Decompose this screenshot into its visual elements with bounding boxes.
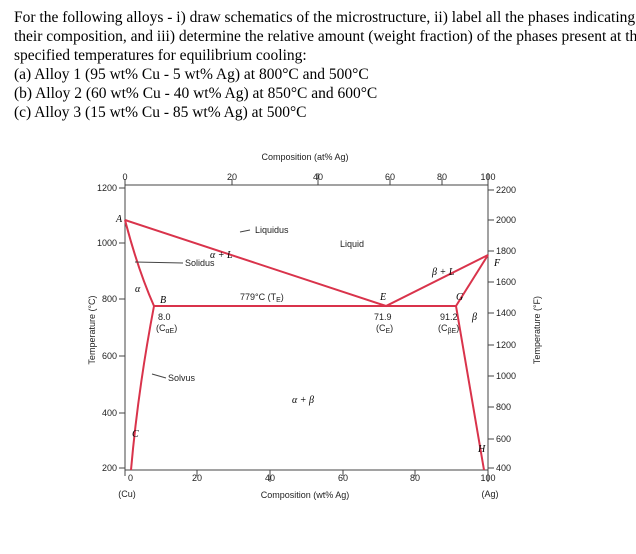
right-tick: 2000 xyxy=(496,215,516,225)
composition-label: (CβE) xyxy=(438,323,459,335)
solidus-beta xyxy=(455,254,489,307)
left-axis-title: Temperature (°C) xyxy=(87,295,97,364)
top-axis-title: Composition (at% Ag) xyxy=(261,152,348,162)
text: ) xyxy=(174,323,177,333)
left-tick: 1000 xyxy=(97,238,117,248)
question-line: For the following alloys - i) draw schem… xyxy=(14,9,635,26)
right-tick: 1000 xyxy=(496,371,516,381)
right-tick: 1200 xyxy=(496,340,516,350)
region-label: Liquidus xyxy=(255,225,289,235)
text: αE xyxy=(166,328,175,335)
left-tick: 600 xyxy=(102,351,117,361)
top-tick: 60 xyxy=(385,172,395,182)
left-tick: 1200 xyxy=(97,183,117,193)
solvus-beta xyxy=(455,305,485,471)
eutectic-label: 779°C (TE) xyxy=(240,292,284,304)
point-label: B xyxy=(160,295,166,306)
bottom-tick: 60 xyxy=(338,473,348,483)
region-label: α + L xyxy=(210,250,233,261)
question-line: (a) Alloy 1 (95 wt% Cu - 5 wt% Ag) at 80… xyxy=(14,66,369,83)
right-tick: 1600 xyxy=(496,277,516,287)
region-label: Liquid xyxy=(340,239,364,249)
right-tick: 800 xyxy=(496,402,511,412)
text: ) xyxy=(281,292,284,302)
composition-value: 71.9 xyxy=(374,312,392,322)
point-label: A xyxy=(115,214,123,225)
point-label: C xyxy=(132,429,139,440)
top-tick: 20 xyxy=(227,172,237,182)
leader-lines xyxy=(134,229,251,379)
point-label: F xyxy=(493,258,501,269)
text: βE xyxy=(448,328,457,335)
text: 779°C (T xyxy=(240,292,277,302)
left-tick: 400 xyxy=(102,408,117,418)
bottom-tick: 100 xyxy=(480,473,495,483)
plot-frame xyxy=(124,184,489,471)
phase-diagram: Composition (at% Ag) 0 20 40 60 80 100 C… xyxy=(87,152,542,500)
left-tick: 200 xyxy=(102,463,117,473)
region-label: Solvus xyxy=(168,373,196,383)
question-line: their composition, and iii) determine th… xyxy=(14,28,636,45)
solidus-line xyxy=(124,219,155,307)
ticks xyxy=(119,173,494,482)
text: (C xyxy=(438,323,448,333)
composition-value: 91.2 xyxy=(440,312,458,322)
point-label: G xyxy=(456,292,463,303)
top-tick: 40 xyxy=(313,172,323,182)
text: (C xyxy=(376,323,386,333)
composition-label: (CαE) xyxy=(156,323,177,335)
question: For the following alloys - i) draw schem… xyxy=(14,9,636,121)
text: ) xyxy=(390,323,393,333)
bottom-tick: 20 xyxy=(192,473,202,483)
question-line: (c) Alloy 3 (15 wt% Cu - 85 wt% Ag) at 5… xyxy=(14,104,307,121)
region-label: α xyxy=(135,284,141,295)
region-label: β + L xyxy=(431,267,455,278)
question-line: specified temperatures for equilibrium c… xyxy=(14,47,307,64)
right-tick: 1400 xyxy=(496,308,516,318)
solvus-alpha xyxy=(130,305,155,471)
right-tick: 400 xyxy=(496,463,511,473)
text: ) xyxy=(456,323,459,333)
text: (C xyxy=(156,323,166,333)
right-axis-title: Temperature (°F) xyxy=(532,296,542,364)
bottom-tick: 80 xyxy=(410,473,420,483)
composition-label: (CE) xyxy=(376,323,393,335)
point-label: H xyxy=(477,444,486,455)
text: E xyxy=(386,328,391,335)
text: E xyxy=(276,297,281,304)
composition-value: 8.0 xyxy=(158,312,171,322)
point-label: E xyxy=(379,292,386,303)
question-line: (b) Alloy 2 (60 wt% Cu - 40 wt% Ag) at 8… xyxy=(14,85,377,102)
right-tick: 600 xyxy=(496,434,511,444)
top-tick: 100 xyxy=(480,172,495,182)
top-tick: 0 xyxy=(122,172,127,182)
right-tick: 2200 xyxy=(496,185,516,195)
region-label: Solidus xyxy=(185,258,215,268)
bottom-axis-title: Composition (wt% Ag) xyxy=(261,490,350,500)
left-tick: 800 xyxy=(102,294,117,304)
bottom-tick: 40 xyxy=(265,473,275,483)
bottom-tick: 0 xyxy=(128,473,133,483)
top-tick: 80 xyxy=(437,172,447,182)
left-end: (Cu) xyxy=(118,489,136,499)
region-label: α + β xyxy=(292,395,314,406)
region-label: β xyxy=(471,312,477,323)
right-tick: 1800 xyxy=(496,246,516,256)
right-end: (Ag) xyxy=(481,489,498,499)
